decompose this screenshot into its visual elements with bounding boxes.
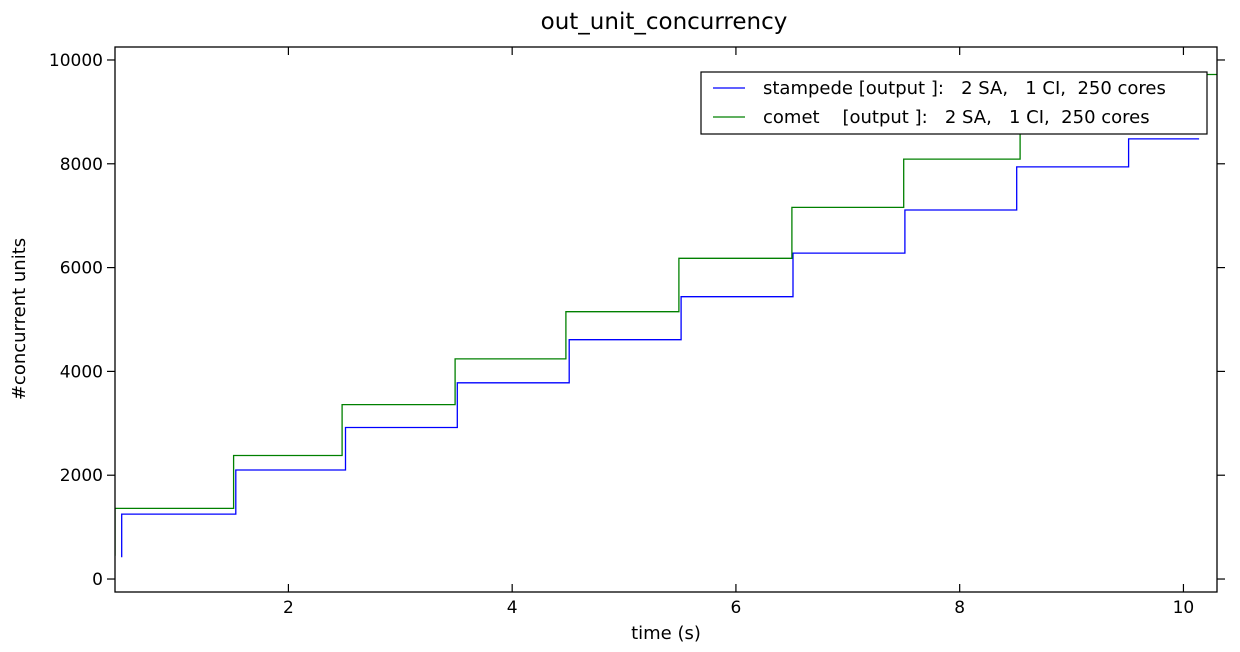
- legend-label-0: stampede [output ]: 2 SA, 1 CI, 250 core…: [763, 78, 1166, 99]
- plot-frame: [114, 46, 1218, 593]
- legend-label-1: comet [output ]: 2 SA, 1 CI, 250 cores: [763, 107, 1150, 128]
- x-tick-label: 2: [283, 598, 294, 618]
- legend-box: [700, 71, 1208, 135]
- x-axis-label: time (s): [631, 623, 701, 644]
- y-axis-label: #concurrent units: [9, 238, 30, 400]
- x-tick-label: 6: [731, 598, 742, 618]
- legend: stampede [output ]: 2 SA, 1 CI, 250 core…: [700, 71, 1208, 135]
- y-tick-label: 10000: [49, 51, 103, 71]
- y-tick-label: 8000: [60, 155, 103, 175]
- y-tick-label: 0: [92, 570, 103, 590]
- y-tick-label: 4000: [60, 362, 103, 382]
- chart-title: out_unit_concurrency: [541, 9, 788, 35]
- x-tick-label: 8: [954, 598, 965, 618]
- x-tick-label: 10: [1173, 598, 1195, 618]
- series-line-0: [121, 138, 1200, 558]
- series-line-1: [115, 73, 1217, 556]
- y-tick-label: 6000: [60, 259, 103, 279]
- y-tick-label: 2000: [60, 466, 103, 486]
- x-tick-label: 4: [507, 598, 518, 618]
